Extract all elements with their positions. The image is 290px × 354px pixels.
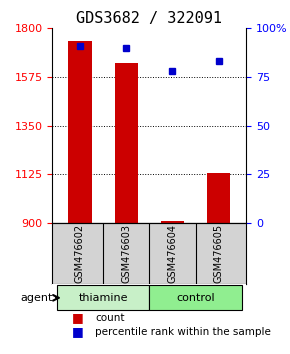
Text: GSM476604: GSM476604 — [168, 224, 177, 283]
Bar — [115, 63, 138, 223]
Text: GSM476602: GSM476602 — [75, 224, 85, 283]
Text: ■: ■ — [72, 325, 84, 338]
Text: count: count — [95, 313, 124, 323]
Bar — [68, 41, 92, 223]
FancyBboxPatch shape — [149, 285, 242, 310]
Text: agent: agent — [21, 293, 53, 303]
Text: control: control — [176, 293, 215, 303]
Bar — [207, 173, 230, 223]
Text: thiamine: thiamine — [78, 293, 128, 303]
Text: GSM476603: GSM476603 — [121, 224, 131, 283]
FancyBboxPatch shape — [57, 285, 149, 310]
Bar — [161, 221, 184, 223]
Text: ■: ■ — [72, 311, 84, 324]
Title: GDS3682 / 322091: GDS3682 / 322091 — [76, 11, 222, 26]
Text: percentile rank within the sample: percentile rank within the sample — [95, 327, 271, 337]
Text: GSM476605: GSM476605 — [214, 224, 224, 283]
